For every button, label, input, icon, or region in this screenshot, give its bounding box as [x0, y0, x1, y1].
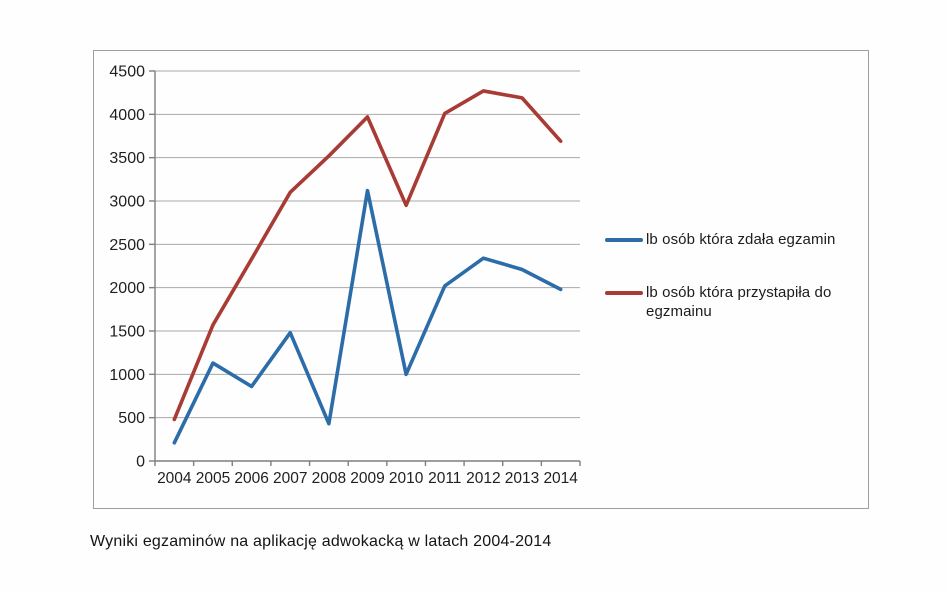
series-line-0 [172, 188, 563, 445]
chart-frame [93, 50, 869, 509]
y-tick-label: 3000 [109, 194, 145, 211]
y-tick-label: 1000 [109, 367, 145, 384]
legend-line-blue-icon [605, 238, 643, 242]
y-tick-label: 1500 [109, 324, 145, 341]
x-tick-label: 2004 [157, 470, 192, 487]
chart-caption: Wyniki egzaminów na aplikację adwokacką … [90, 533, 552, 550]
y-tick-label: 4500 [109, 64, 145, 81]
y-tick-label: 0 [136, 454, 145, 471]
x-tick-label: 2012 [466, 470, 500, 487]
x-tick-label: 2008 [312, 470, 346, 487]
y-tick-label: 2500 [109, 237, 145, 254]
legend-entry-attempted: lb osób która przystapiła do egzmainu [605, 283, 863, 321]
y-tick-label: 3500 [109, 150, 145, 167]
legend-label-attempted: lb osób która przystapiła do egzmainu [646, 284, 832, 320]
x-tick-label: 2005 [196, 470, 230, 487]
x-tick-label: 2007 [273, 470, 307, 487]
y-tick-label: 4000 [109, 107, 145, 124]
x-tick-label: 2009 [350, 470, 384, 487]
y-tick-label: 500 [118, 410, 145, 427]
x-tick-label: 2010 [389, 470, 424, 487]
chart-legend: lb osób która zdała egzamin lb osób któr… [605, 230, 863, 355]
x-tick-label: 2011 [428, 470, 461, 487]
legend-entry-passed: lb osób która zdała egzamin [605, 230, 863, 249]
x-tick-label: 2014 [543, 470, 578, 487]
x-tick-label: 2013 [505, 470, 539, 487]
y-tick-label: 2000 [109, 280, 145, 297]
x-tick-label: 2006 [234, 470, 268, 487]
series-line-1 [172, 89, 563, 422]
legend-label-passed: lb osób która zdała egzamin [646, 231, 836, 248]
legend-line-red-icon [605, 291, 643, 295]
